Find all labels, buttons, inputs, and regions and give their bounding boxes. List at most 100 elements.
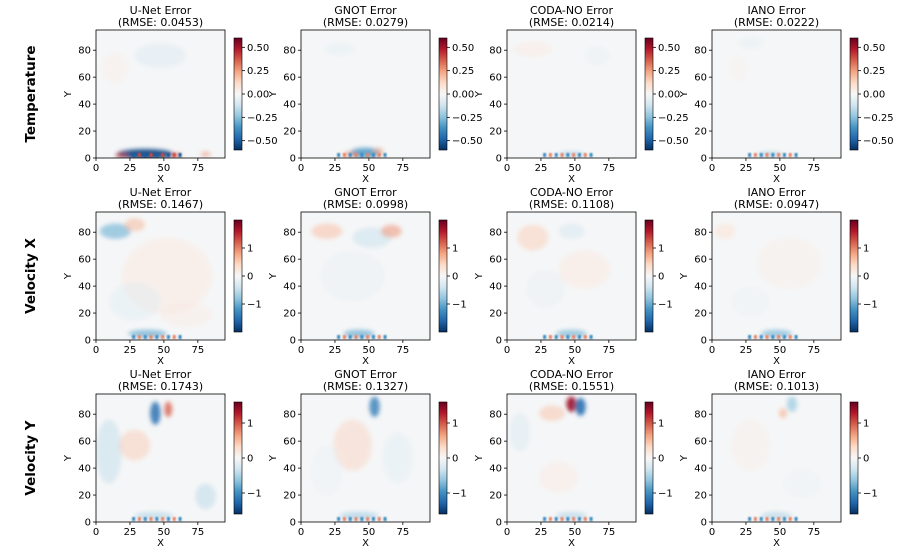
wall-artifact	[759, 153, 763, 157]
colorbar-tick-label: 0.25	[658, 66, 680, 77]
panel-frame	[300, 211, 431, 341]
y-axis-label: Y	[474, 454, 485, 462]
y-tick-label: 20	[694, 309, 707, 320]
x-tick-label: 50	[158, 345, 171, 356]
panel-rmse: (RMSE: 0.1013)	[734, 380, 819, 393]
y-tick-label: 0	[701, 154, 707, 165]
error-region	[731, 286, 771, 317]
x-tick-label: 0	[709, 163, 715, 174]
x-axis-label: X	[157, 356, 164, 367]
y-tick-label: 20	[489, 491, 502, 502]
error-region	[195, 483, 216, 510]
x-tick-label: 75	[602, 527, 615, 538]
x-tick-label: 25	[124, 527, 137, 538]
wall-artifact	[143, 153, 147, 157]
error-region	[584, 45, 611, 66]
y-tick-label: 0	[290, 518, 296, 529]
panel-rmse: (RMSE: 0.1108)	[529, 198, 614, 211]
y-tick-label: 60	[694, 73, 707, 84]
wall-artifact	[566, 517, 570, 521]
wall-artifact	[377, 153, 381, 157]
panel-frame	[95, 211, 226, 341]
y-tick-label: 20	[283, 127, 296, 138]
panel-rmse: (RMSE: 0.1327)	[323, 380, 408, 393]
wall-artifact	[161, 517, 165, 521]
colorbar-tick-label: 0.00	[247, 90, 269, 101]
wall-artifact	[337, 335, 341, 339]
error-region	[526, 269, 566, 308]
colorbar: 1 0 −1	[233, 401, 262, 515]
error-region	[509, 413, 531, 452]
error-region	[539, 461, 578, 493]
error-region	[108, 282, 161, 321]
error-region	[102, 53, 129, 84]
y-tick-label: 20	[694, 491, 707, 502]
x-tick-label: 0	[298, 163, 304, 174]
heatmap-panel: IANO Error(RMSE: 0.0947) 0 25 50 75 0 20 40 60 80…	[679, 186, 878, 367]
wall-artifact	[337, 517, 341, 521]
y-tick-label: 40	[694, 100, 707, 111]
y-tick-label: 80	[283, 46, 296, 57]
wall-artifact	[566, 153, 570, 157]
panel-frame	[95, 29, 226, 159]
colorbar-tick-label: −1	[247, 489, 262, 500]
heatmap-panel: GNOT Error(RMSE: 0.1327) 0 25 50 75 0 20 40 60 80…	[268, 368, 467, 549]
x-tick-label: 50	[363, 163, 376, 174]
x-tick-label: 50	[363, 345, 376, 356]
colorbar: 0.50 0.25 0.00 −0.25 −0.50	[644, 37, 689, 151]
y-tick-label: 80	[489, 46, 502, 57]
wall-artifact	[548, 335, 552, 339]
panel-rmse: (RMSE: 0.0222)	[734, 16, 819, 29]
colorbar-tick-label: −0.50	[863, 136, 894, 147]
error-region	[782, 468, 822, 499]
error-region	[714, 223, 736, 239]
wall-artifact	[137, 335, 141, 339]
colorbar-tick-label: 0.50	[863, 43, 885, 54]
heatmap-field	[507, 394, 636, 522]
y-tick-label: 0	[701, 518, 707, 529]
colorbar-tick-label: 1	[247, 244, 253, 255]
wall-artifact	[788, 153, 792, 157]
x-axis-label: X	[157, 538, 164, 549]
panel-rmse: (RMSE: 0.0453)	[118, 16, 203, 29]
y-tick-label: 40	[78, 282, 91, 293]
y-tick-label: 40	[489, 282, 502, 293]
x-tick-label: 25	[124, 163, 137, 174]
heatmap-panel: IANO Error(RMSE: 0.0222) 0 25 50 75 0 20 40 60 80…	[679, 4, 894, 185]
colorbar-gradient	[644, 37, 654, 151]
x-tick-label: 50	[158, 163, 171, 174]
x-tick-label: 75	[396, 345, 409, 356]
panel-frame	[300, 393, 431, 523]
panel-title: U-Net Error	[130, 4, 192, 17]
y-tick-label: 60	[283, 255, 296, 266]
error-region	[369, 396, 380, 418]
x-tick-label: 75	[191, 527, 204, 538]
y-tick-label: 20	[489, 309, 502, 320]
x-tick-label: 50	[569, 163, 582, 174]
y-tick-label: 0	[85, 518, 91, 529]
y-tick-label: 60	[489, 437, 502, 448]
wall-artifact	[572, 335, 576, 339]
y-tick-label: 0	[290, 154, 296, 165]
y-tick-label: 80	[78, 410, 91, 421]
colorbar-tick-label: 0.00	[658, 90, 680, 101]
x-tick-label: 25	[740, 345, 753, 356]
wall-artifact	[143, 335, 147, 339]
heatmap-panel: GNOT Error(RMSE: 0.0998) 0 25 50 75 0 20 40 60 80…	[268, 186, 467, 367]
colorbar-gradient	[438, 401, 448, 515]
wall-artifact	[589, 517, 593, 521]
wall-artifact	[748, 335, 752, 339]
y-tick-label: 60	[78, 73, 91, 84]
y-tick-label: 60	[78, 437, 91, 448]
x-tick-label: 50	[569, 527, 582, 538]
y-tick-label: 60	[489, 255, 502, 266]
row-label: Temperature	[23, 45, 39, 142]
heatmap-panel: U-Net Error(RMSE: 0.0453) 0 25 50 75 0 20 40 60 8…	[63, 4, 278, 185]
wall-artifact	[566, 335, 570, 339]
wall-artifact	[548, 153, 552, 157]
colorbar-tick-label: −0.25	[658, 113, 689, 124]
wall-artifact	[753, 335, 757, 339]
heatmap-field	[712, 30, 841, 158]
x-tick-label: 75	[396, 163, 409, 174]
